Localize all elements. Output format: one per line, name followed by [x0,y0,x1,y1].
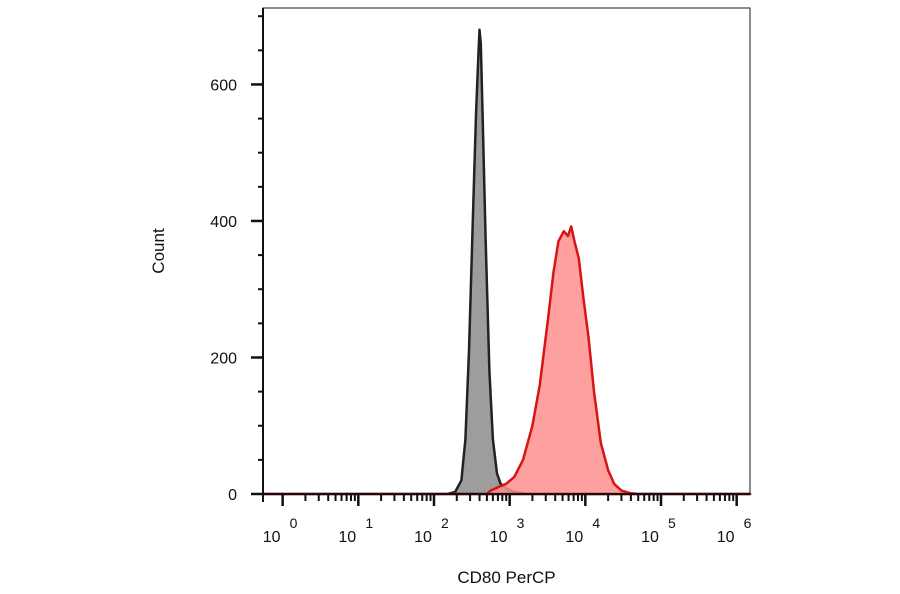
plot-frame [262,7,751,495]
x-axis-title: CD80 PerCP [457,568,555,587]
x-tick-label-base: 10 [490,529,508,546]
x-tick-label-base: 10 [717,529,735,546]
x-tick-label-base: 10 [641,529,659,546]
x-tick-label-base: 10 [414,529,432,546]
x-tick-label-exponent: 6 [744,515,752,531]
x-tick-label-base: 10 [338,529,356,546]
histogram-series-2 [261,225,752,496]
y-tick-label: 0 [228,487,237,504]
x-tick-label-exponent: 4 [592,515,600,531]
y-tick-label: 400 [210,214,237,231]
y-axis-title: Count [149,228,168,274]
x-tick-label-exponent: 3 [517,515,525,531]
histogram-series-layer [261,28,752,496]
x-tick-label-exponent: 2 [441,515,449,531]
x-tick-label-base: 10 [565,529,583,546]
x-tick-label-exponent: 1 [365,515,373,531]
y-tick-label: 600 [210,77,237,94]
x-tick-label-exponent: 0 [290,515,298,531]
x-axis: 10 0 10 1 10 2 10 3 10 4 10 5 10 6 [262,493,752,546]
y-axis: 0 200 400 600 [210,8,264,504]
histogram-series-1 [261,28,752,496]
x-tick-label-exponent: 5 [668,515,676,531]
y-tick-label: 200 [210,350,237,367]
x-tick-label-base: 10 [263,529,281,546]
